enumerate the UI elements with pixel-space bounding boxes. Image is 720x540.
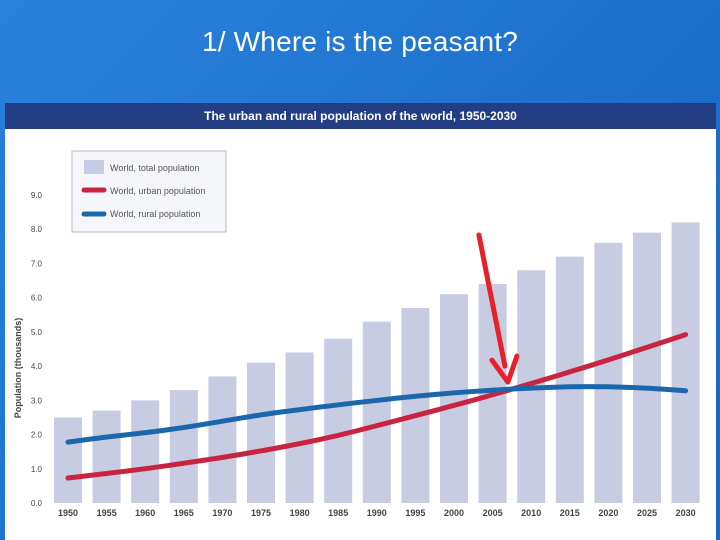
bars-total-population bbox=[54, 222, 700, 503]
y-tick-label: 8.0 bbox=[31, 225, 43, 234]
x-axis-ticks: 1950 1955 1960 1965 1970 1975 1980 1985 1990 1995… bbox=[58, 508, 696, 518]
slide-title: 1/ Where is the peasant? bbox=[201, 26, 519, 57]
x-tick-label: 2030 bbox=[676, 508, 696, 518]
y-tick-label: 9.0 bbox=[31, 191, 43, 200]
arrow-shaft bbox=[476, 232, 508, 369]
bar-total-1990 bbox=[362, 321, 391, 503]
chart-panel: The urban and rural population of the wo… bbox=[5, 103, 716, 540]
legend-label-urban: World, urban population bbox=[110, 186, 205, 196]
y-tick-label: 0.0 bbox=[31, 499, 43, 508]
y-tick-label: 4.0 bbox=[31, 362, 43, 371]
y-axis-label: Population (thousands) bbox=[13, 318, 23, 419]
bar-total-1975 bbox=[247, 362, 275, 503]
bar-total-1965 bbox=[169, 390, 198, 503]
bar-total-2025 bbox=[633, 232, 661, 503]
bar-total-1980 bbox=[285, 352, 314, 503]
bar-total-1960 bbox=[131, 400, 160, 503]
bar-total-1995 bbox=[401, 307, 430, 503]
bar-total-1985 bbox=[324, 338, 353, 503]
chart-title: The urban and rural population of the wo… bbox=[204, 109, 517, 123]
annotation-arrow bbox=[476, 232, 520, 385]
x-tick-label: 2025 bbox=[637, 508, 657, 518]
x-tick-label: 1950 bbox=[58, 508, 78, 518]
x-tick-label: 2015 bbox=[560, 508, 580, 518]
bar-total-1970 bbox=[208, 376, 237, 503]
x-tick-label: 1990 bbox=[367, 508, 387, 518]
y-tick-label: 5.0 bbox=[31, 328, 43, 337]
series-lines bbox=[65, 332, 689, 481]
x-tick-label: 1970 bbox=[212, 508, 232, 518]
x-tick-label: 1960 bbox=[135, 508, 155, 518]
x-tick-label: 2020 bbox=[598, 508, 618, 518]
bar-total-2015 bbox=[555, 256, 584, 503]
x-tick-label: 2000 bbox=[444, 508, 464, 518]
x-tick-label: 1980 bbox=[290, 508, 310, 518]
line-rural-population bbox=[65, 384, 689, 445]
x-tick-label: 1985 bbox=[328, 508, 348, 518]
legend: World, total population World, urban pop… bbox=[71, 150, 227, 233]
y-tick-label: 7.0 bbox=[31, 259, 43, 268]
y-axis-ticks: 0.0 1.0 2.0 3.0 4.0 5.0 6.0 7.0 8.0 9.0 bbox=[31, 191, 43, 508]
y-tick-label: 1.0 bbox=[31, 465, 43, 474]
y-tick-label: 2.0 bbox=[31, 431, 43, 440]
legend-label-rural: World, rural population bbox=[110, 209, 200, 219]
x-tick-label: 1995 bbox=[405, 508, 425, 518]
y-tick-label: 3.0 bbox=[31, 396, 43, 405]
chart-header-bar bbox=[5, 103, 716, 129]
x-tick-label: 2010 bbox=[521, 508, 541, 518]
bar-total-1950 bbox=[54, 417, 82, 503]
bar-total-2020 bbox=[594, 242, 623, 503]
bar-total-2030 bbox=[671, 222, 700, 503]
legend-swatch-total bbox=[84, 160, 104, 174]
line-urban-population bbox=[65, 332, 689, 481]
x-tick-label: 1955 bbox=[97, 508, 117, 518]
legend-label-total: World, total population bbox=[110, 163, 199, 173]
bar-total-2000 bbox=[440, 294, 468, 503]
x-tick-label: 2005 bbox=[483, 508, 503, 518]
bar-total-1955 bbox=[92, 410, 121, 503]
x-tick-label: 1965 bbox=[174, 508, 194, 518]
x-tick-label: 1975 bbox=[251, 508, 271, 518]
chart-svg: 0.01.02.03.04.05.06.07.08.09.0 1950 1955 1… bbox=[13, 150, 700, 518]
arrow-head bbox=[489, 353, 520, 385]
y-tick-label: 6.0 bbox=[31, 294, 43, 303]
